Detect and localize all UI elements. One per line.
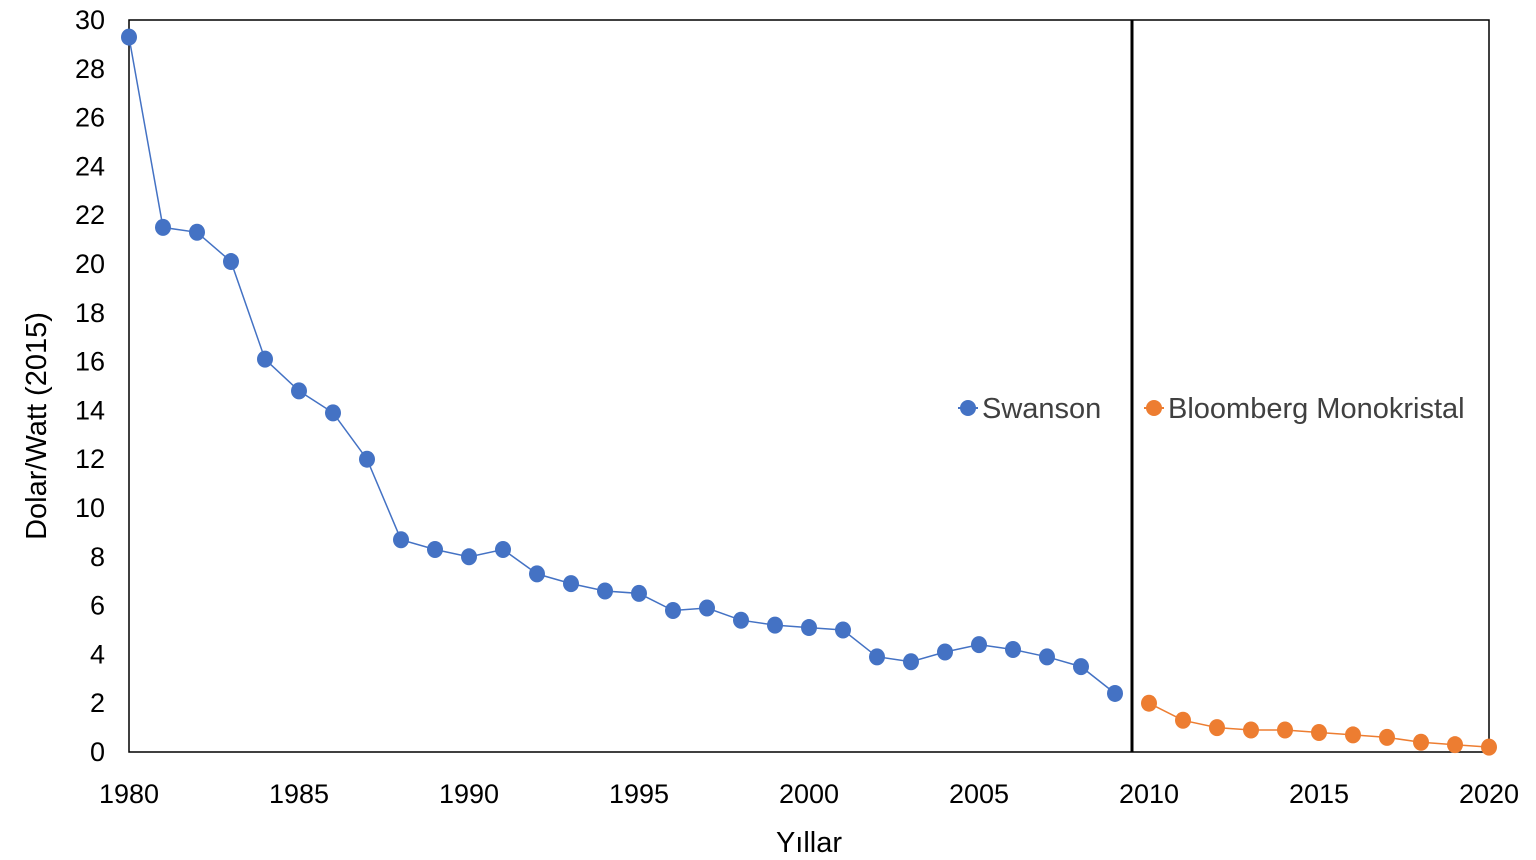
data-point: [359, 450, 375, 468]
data-point: [903, 653, 919, 671]
data-point: [427, 540, 443, 558]
data-point: [1447, 736, 1463, 754]
legend-item-swanson: Swanson: [958, 393, 1101, 425]
y-tick-label: 2: [90, 688, 105, 718]
data-point: [461, 548, 477, 566]
data-point: [155, 218, 171, 236]
data-point: [325, 404, 341, 422]
plot-area: [128, 19, 1490, 753]
y-axis-title: Dolar/Watt (2015): [21, 312, 53, 540]
data-point: [1141, 694, 1157, 712]
data-point: [1107, 684, 1123, 702]
data-point: [223, 253, 239, 271]
x-tick-label: 1995: [609, 779, 669, 809]
y-tick-label: 10: [75, 493, 105, 523]
x-tick-label: 1990: [439, 779, 499, 809]
data-point: [801, 619, 817, 637]
data-point: [1209, 719, 1225, 737]
y-tick-label: 0: [90, 737, 105, 767]
data-point: [835, 621, 851, 639]
x-axis-ticks: 1980 1985 1990 1995 2000 2005 2010 2015 2020: [99, 779, 1519, 809]
data-point: [1073, 658, 1089, 676]
series-line-0: [128, 36, 1116, 694]
data-point: [1379, 728, 1395, 746]
data-point: [971, 636, 987, 654]
data-point: [529, 565, 545, 583]
legend-item-bloomberg: Bloomberg Monokristal: [1144, 393, 1465, 425]
data-point: [767, 616, 783, 634]
x-tick-label: 2020: [1459, 779, 1519, 809]
data-point: [1311, 723, 1327, 741]
y-tick-label: 28: [75, 54, 105, 84]
data-point: [733, 611, 749, 629]
x-tick-label: 2005: [949, 779, 1009, 809]
legend-bloomberg-label: Bloomberg Monokristal: [1168, 393, 1465, 425]
data-point: [1175, 711, 1191, 729]
data-point: [1005, 641, 1021, 659]
y-tick-label: 12: [75, 444, 105, 474]
data-point: [495, 540, 511, 558]
data-point: [291, 382, 307, 400]
data-point: [1413, 733, 1429, 751]
data-point: [869, 648, 885, 666]
y-tick-label: 30: [75, 5, 105, 35]
data-point: [699, 599, 715, 617]
series-0: [121, 28, 1123, 702]
y-tick-label: 22: [75, 200, 105, 230]
x-tick-label: 2015: [1289, 779, 1349, 809]
data-point: [597, 582, 613, 600]
legend: Swanson Bloomberg Monokristal: [958, 393, 1465, 425]
series-layer: [121, 28, 1497, 756]
data-point: [665, 601, 681, 619]
data-point: [937, 643, 953, 661]
x-tick-label: 1980: [99, 779, 159, 809]
data-point: [631, 584, 647, 602]
y-tick-label: 6: [90, 591, 105, 621]
data-point: [189, 223, 205, 241]
x-tick-label: 2000: [779, 779, 839, 809]
x-axis-title: Yıllar: [776, 827, 842, 859]
y-tick-label: 4: [90, 639, 105, 669]
y-tick-label: 18: [75, 298, 105, 328]
data-point: [393, 531, 409, 549]
data-point: [1345, 726, 1361, 744]
legend-swanson-marker: [960, 400, 976, 416]
x-tick-label: 1985: [269, 779, 329, 809]
x-tick-label: 2010: [1119, 779, 1179, 809]
data-point: [1277, 721, 1293, 739]
data-point: [257, 350, 273, 368]
legend-swanson-label: Swanson: [982, 393, 1101, 425]
data-point: [1039, 648, 1055, 666]
series-1: [1141, 694, 1497, 756]
y-tick-label: 8: [90, 542, 105, 572]
legend-bloomberg-marker: [1146, 400, 1162, 416]
data-point: [1481, 738, 1497, 756]
data-point: [1243, 721, 1259, 739]
y-tick-label: 14: [75, 395, 105, 425]
y-tick-label: 26: [75, 103, 105, 133]
y-tick-label: 24: [75, 151, 105, 181]
data-point: [563, 575, 579, 593]
data-point: [121, 28, 137, 46]
y-tick-label: 20: [75, 249, 105, 279]
y-tick-label: 16: [75, 347, 105, 377]
